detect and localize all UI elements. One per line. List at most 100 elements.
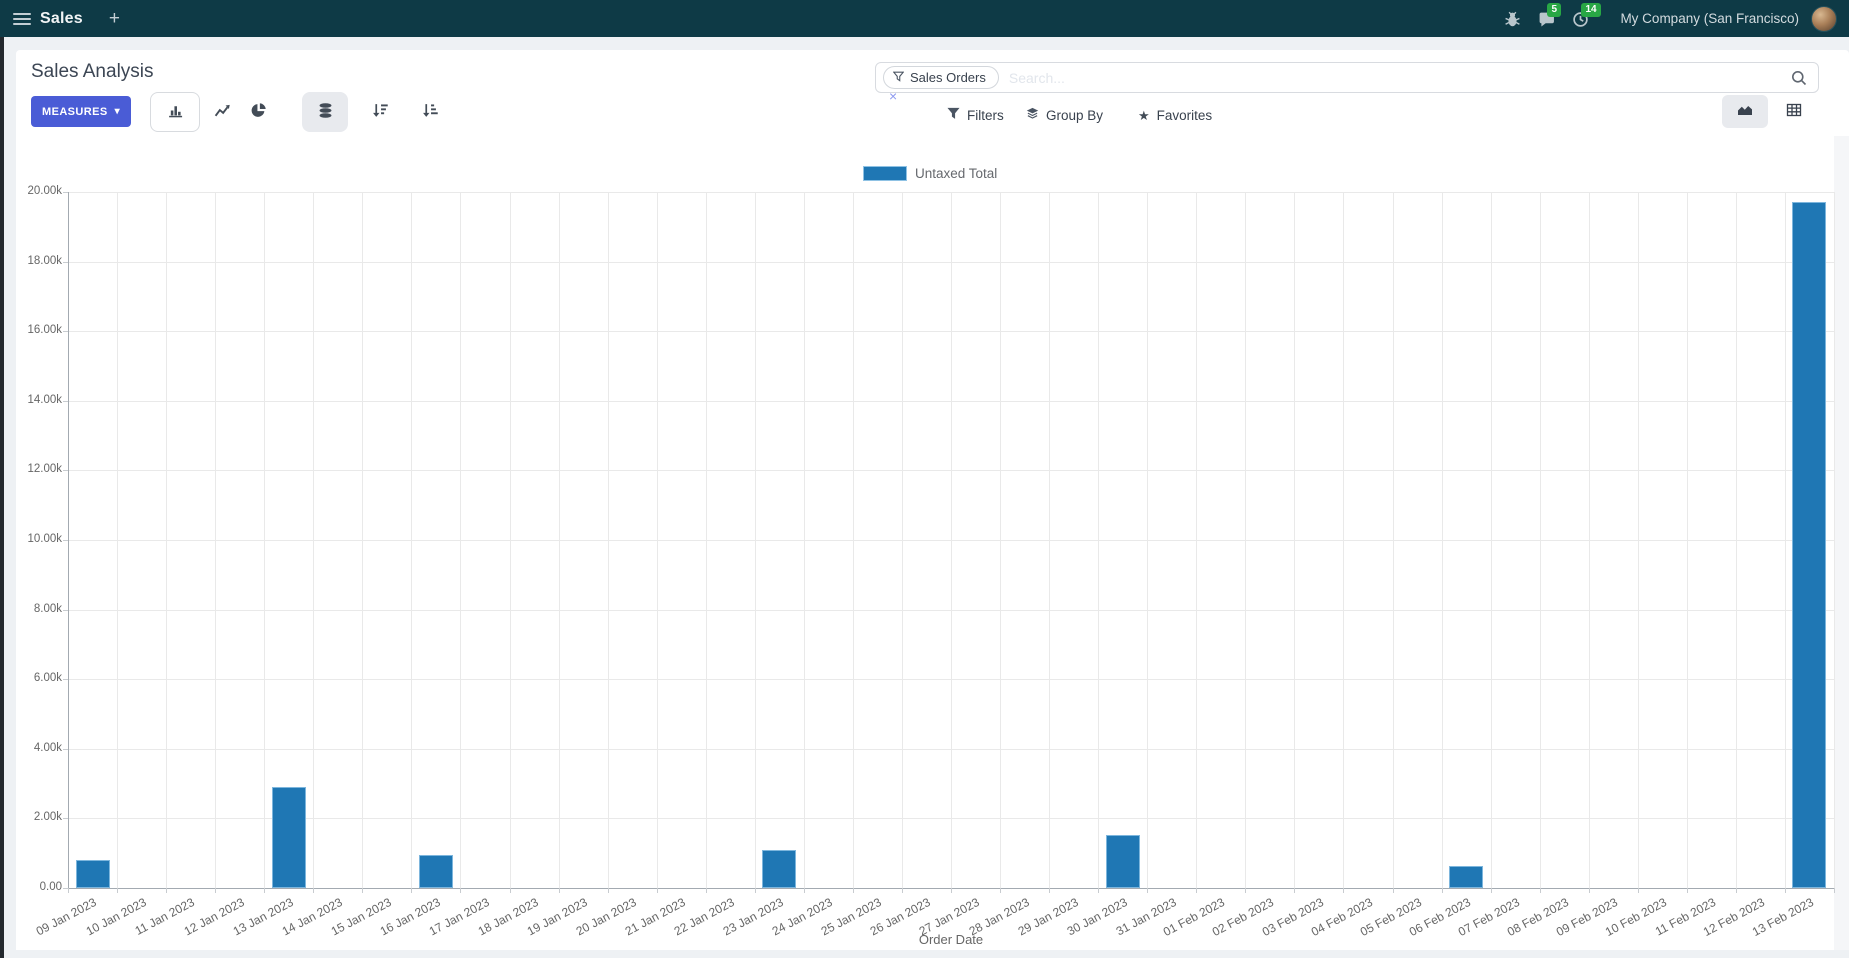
pivot-view-button[interactable] (1771, 95, 1817, 128)
search-input[interactable] (1006, 68, 1791, 87)
x-axis-label: 11 Jan 2023 (133, 895, 198, 938)
measures-button[interactable]: MEASURES ▾ (31, 96, 131, 127)
gridline-vertical (803, 192, 805, 888)
chart-bar[interactable] (418, 854, 453, 888)
gridline-vertical (656, 192, 658, 888)
facet-remove-icon[interactable]: × (889, 88, 898, 104)
x-axis-tick (951, 888, 952, 893)
x-axis-tick (1392, 888, 1394, 893)
line-chart-icon (214, 102, 231, 122)
group-by-button[interactable]: Group By (1020, 103, 1109, 127)
chart-bar[interactable] (762, 850, 797, 888)
filters-button[interactable]: Filters (941, 103, 1010, 127)
star-icon: ★ (1138, 107, 1150, 123)
bar-chart-mode-button[interactable] (150, 92, 200, 132)
x-axis-label: 31 Jan 2023 (1113, 895, 1179, 939)
app-name[interactable]: Sales (40, 9, 83, 27)
gridline-vertical (1539, 192, 1541, 888)
x-axis-tick (1588, 888, 1590, 893)
search-facet-sales-orders[interactable]: Sales Orders (883, 66, 999, 89)
gridline-vertical (705, 192, 707, 888)
x-axis-label: 15 Jan 2023 (328, 895, 394, 939)
debug-bug-icon[interactable] (1502, 9, 1522, 29)
search-bar[interactable]: Sales Orders (875, 62, 1819, 93)
gridline-vertical (1343, 192, 1345, 888)
x-axis-label: 01 Feb 2023 (1161, 895, 1228, 939)
graph-view-button[interactable] (1722, 95, 1768, 128)
messages-count-badge: 5 (1547, 2, 1561, 17)
x-axis-label: 20 Jan 2023 (573, 895, 639, 939)
x-axis-tick (1343, 888, 1345, 893)
gridline-vertical (1098, 192, 1100, 888)
y-axis-tick (63, 400, 68, 402)
sort-amount-asc-icon (422, 102, 439, 122)
gridline-vertical (1735, 192, 1737, 888)
main-menu-icon[interactable] (13, 12, 31, 25)
x-axis-title: Order Date (918, 932, 984, 947)
activities-clock-icon[interactable]: 14 (1570, 2, 1601, 29)
bar-chart: Untaxed Total Order Date 20.00k 18.00k 16.… (16, 50, 1849, 950)
gridline-horizontal (68, 192, 1834, 193)
y-axis-tick (63, 748, 68, 750)
gridline-horizontal (68, 470, 1834, 472)
stacked-toggle-button[interactable] (302, 92, 348, 132)
x-axis-tick (68, 888, 69, 893)
x-axis-tick (509, 888, 511, 893)
pie-chart-mode-button[interactable] (236, 92, 280, 132)
gridline-vertical (1490, 192, 1492, 888)
messages-icon[interactable]: 5 (1536, 2, 1561, 29)
x-axis-label: 02 Feb 2023 (1210, 895, 1277, 939)
x-axis-tick (1784, 888, 1786, 893)
x-axis-tick (1000, 888, 1002, 893)
x-axis-tick (411, 888, 413, 893)
line-chart-mode-button[interactable] (200, 92, 244, 132)
legend-item-untaxed-total[interactable]: Untaxed Total (863, 166, 997, 181)
gridline-vertical (1049, 192, 1051, 888)
legend-swatch (863, 166, 907, 181)
gridline-vertical (117, 192, 119, 888)
gridline-vertical (313, 192, 315, 888)
chart-bar[interactable] (1449, 866, 1484, 888)
search-icon[interactable] (1791, 70, 1807, 86)
y-axis-label: 2.00k (33, 811, 62, 824)
x-axis-label: 03 Feb 2023 (1259, 895, 1326, 939)
chart-bar[interactable] (1792, 202, 1827, 888)
x-axis-label: 22 Jan 2023 (671, 895, 737, 939)
user-avatar[interactable] (1811, 5, 1837, 32)
x-axis-label: 09 Jan 2023 (34, 895, 100, 939)
x-axis-label: 25 Jan 2023 (819, 895, 884, 939)
chart-bar[interactable] (1105, 835, 1140, 888)
x-axis-label: 28 Jan 2023 (966, 895, 1032, 939)
x-axis-label: 18 Jan 2023 (475, 895, 541, 939)
chart-bar[interactable] (75, 860, 110, 888)
chart-bar[interactable] (271, 787, 306, 888)
x-axis-tick (656, 888, 658, 893)
y-axis-label: 8.00k (33, 602, 62, 615)
gridline-vertical (1147, 192, 1149, 888)
y-axis-tick (63, 192, 68, 193)
y-axis-label: 0.00 (39, 881, 62, 893)
x-axis-label: 29 Jan 2023 (1015, 895, 1081, 939)
legend-label: Untaxed Total (915, 166, 998, 181)
x-axis-label: 19 Jan 2023 (524, 895, 590, 939)
x-axis-tick (460, 888, 462, 893)
top-navbar: Sales + 5 14 My Company (San Francisco (0, 0, 1849, 37)
y-axis-tick (63, 261, 68, 263)
sort-descending-button[interactable] (358, 92, 402, 132)
company-menu[interactable]: My Company (San Francisco) (1620, 11, 1799, 26)
x-axis-tick (852, 888, 854, 893)
sort-ascending-button[interactable] (408, 92, 452, 132)
x-axis-tick (901, 888, 903, 893)
x-axis-tick (1441, 888, 1443, 893)
x-axis-label: 23 Jan 2023 (720, 895, 786, 939)
x-axis-tick (1196, 888, 1198, 893)
area-chart-icon (1737, 102, 1753, 121)
x-axis-tick (215, 888, 217, 893)
search-facet-label: Sales Orders (910, 70, 986, 85)
pie-chart-icon (250, 102, 267, 122)
new-tab-plus-icon[interactable]: + (108, 8, 120, 29)
favorites-button[interactable]: ★ Favorites (1132, 103, 1218, 127)
x-axis-tick (166, 888, 168, 893)
gridline-vertical (411, 192, 413, 888)
x-axis-label: 13 Feb 2023 (1749, 895, 1817, 939)
